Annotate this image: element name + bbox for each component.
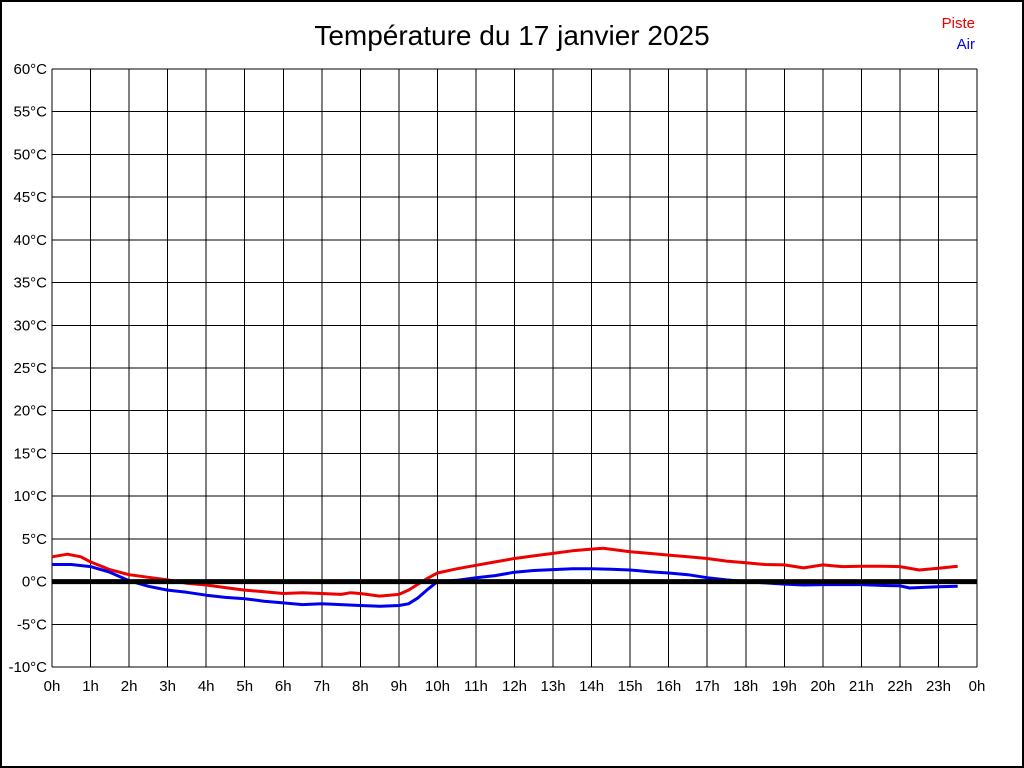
legend-item-piste: Piste	[941, 15, 975, 32]
y-tick-label: 5°C	[22, 531, 47, 548]
series-line-air	[52, 563, 958, 608]
chart-title: Température du 17 janvier 2025	[314, 20, 710, 51]
x-tick-label: 0h	[969, 678, 986, 695]
x-tick-label: 22h	[887, 678, 912, 695]
x-tick-label: 7h	[313, 678, 330, 695]
y-tick-label: 45°C	[13, 189, 47, 206]
x-tick-label: 1h	[82, 678, 99, 695]
legend: Piste Air	[942, 13, 975, 55]
y-tick-label: 10°C	[13, 488, 47, 505]
x-tick-label: 13h	[541, 678, 566, 695]
x-tick-label: 3h	[159, 678, 176, 695]
x-tick-label: 18h	[733, 678, 758, 695]
x-tick-label: 23h	[926, 678, 951, 695]
x-tick-label: 5h	[236, 678, 253, 695]
y-tick-label: 50°C	[13, 146, 47, 163]
x-tick-label: 21h	[849, 678, 874, 695]
x-tick-label: 2h	[121, 678, 138, 695]
x-tick-label: 14h	[579, 678, 604, 695]
y-tick-label: 40°C	[13, 232, 47, 249]
y-tick-label: 25°C	[13, 360, 47, 377]
x-tick-label: 9h	[391, 678, 408, 695]
y-tick-label: 0°C	[22, 574, 47, 591]
x-tick-label: 0h	[44, 678, 61, 695]
x-tick-label: 4h	[198, 678, 215, 695]
y-tick-label: 15°C	[13, 445, 47, 462]
y-tick-label: 30°C	[13, 317, 47, 334]
y-tick-label: 60°C	[13, 61, 47, 78]
x-tick-label: 15h	[618, 678, 643, 695]
y-tick-label: -10°C	[8, 659, 47, 676]
x-tick-label: 12h	[502, 678, 527, 695]
x-tick-label: 10h	[425, 678, 450, 695]
series-line-piste	[51, 546, 958, 598]
x-tick-label: 6h	[275, 678, 292, 695]
x-tick-label: 17h	[695, 678, 720, 695]
y-tick-label: 55°C	[13, 104, 47, 121]
x-tick-label: 11h	[464, 678, 488, 695]
x-tick-label: 16h	[656, 678, 681, 695]
y-tick-label: -5°C	[17, 616, 47, 633]
x-tick-label: 20h	[810, 678, 835, 695]
legend-item-air: Air	[956, 36, 975, 53]
y-tick-label: 20°C	[13, 403, 47, 420]
y-tick-label: 35°C	[13, 275, 47, 292]
x-tick-label: 8h	[352, 678, 369, 695]
x-tick-label: 19h	[772, 678, 797, 695]
